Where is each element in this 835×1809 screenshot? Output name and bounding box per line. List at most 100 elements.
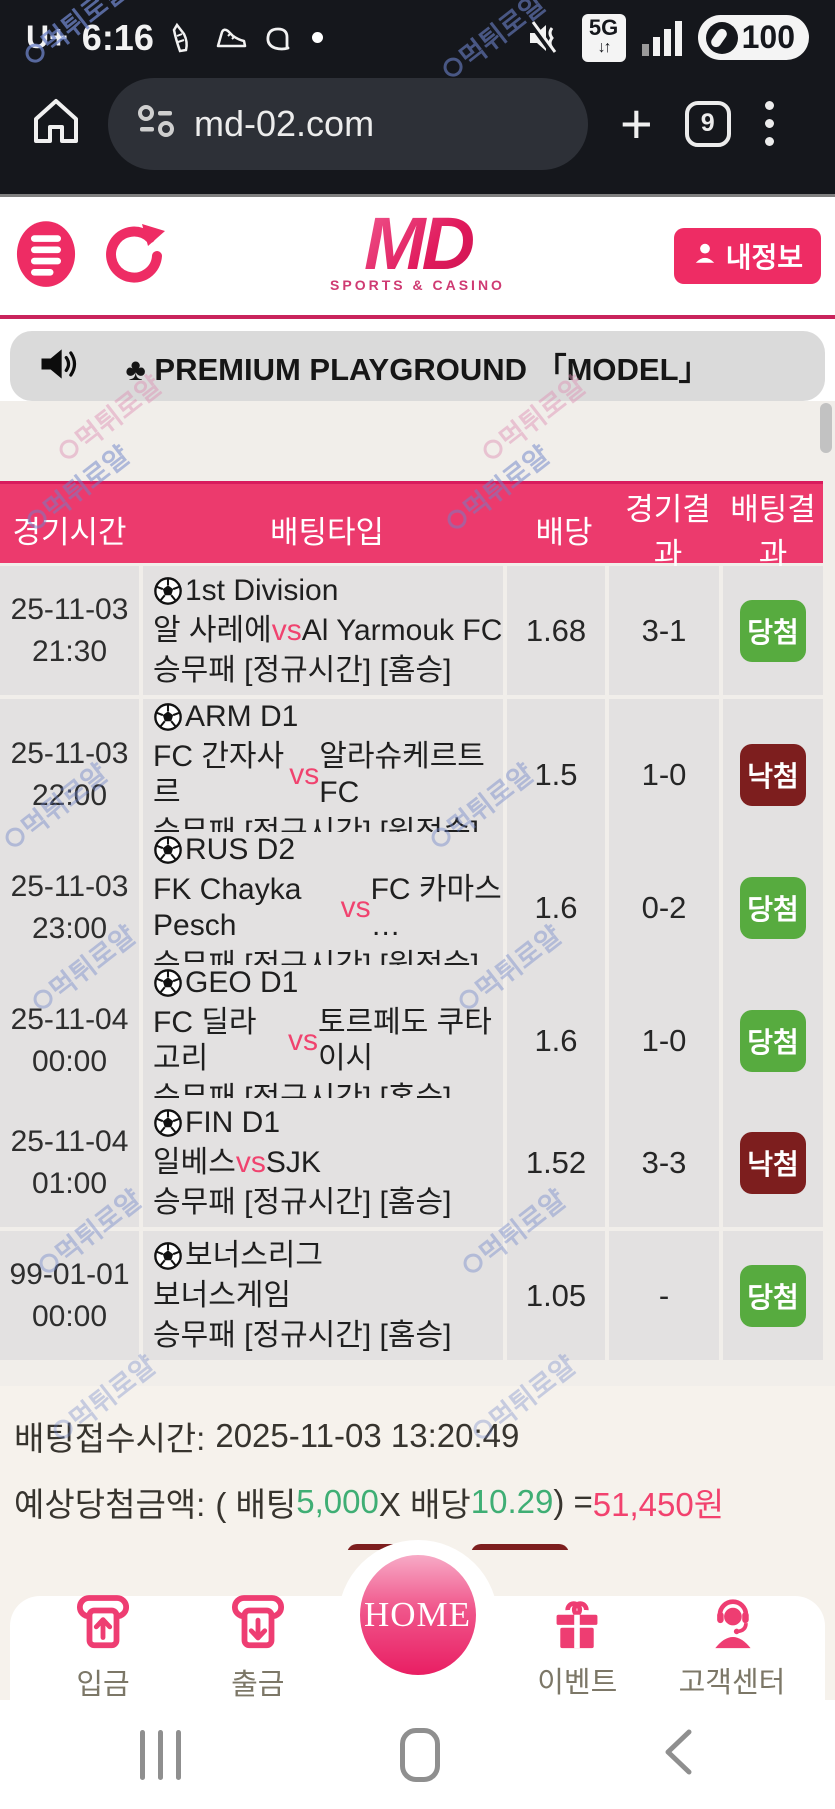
col-header-odds: 배당 — [535, 514, 593, 550]
away-team: SJK — [265, 1145, 321, 1179]
vs-label: vs — [235, 1145, 266, 1179]
result-cell: 당첨 — [723, 832, 823, 984]
score-cell: 1-0 — [609, 699, 719, 851]
bet-type-cell: 보너스리그 보너스게임 승무패 [정규시간] [홈승] — [143, 1231, 503, 1360]
home-team: 일베스 — [153, 1145, 236, 1179]
nav-divider-dot — [664, 1632, 674, 1642]
score-cell: 1-0 — [609, 965, 719, 1117]
nav-divider-dot — [148, 1632, 158, 1642]
back-icon[interactable] — [659, 1727, 695, 1782]
bet-history-table: 경기시간 배팅타입 배당 경기결과 배팅결과 25-11-03 21:30 1s… — [0, 481, 835, 1386]
android-home-icon[interactable] — [400, 1727, 440, 1782]
odds-cell: 1.05 — [507, 1231, 605, 1360]
league-line: ARM D1 — [153, 699, 298, 735]
table-row: 25-11-03 23:00 RUS D2 FK Chayka Pesch vs… — [0, 832, 823, 984]
expected-amount-line: 예상당첨금액: ( 배팅 5,000 X 배당 10.29 ) = 51,450… — [14, 1478, 821, 1526]
app-header: MD SPORTS & CASINO 내정보 — [0, 197, 835, 319]
odds-cell: 1.52 — [507, 1098, 605, 1227]
tab-switcher-button[interactable]: 9 — [684, 100, 731, 147]
teams-line: 일베스 vs SJK — [153, 1145, 321, 1181]
league-name: RUS D2 — [185, 833, 296, 866]
content-gap — [0, 401, 835, 481]
league-line: 1st Division — [153, 573, 338, 609]
bet-type-text: 승무패 [정규시간] [홈승] — [153, 1318, 452, 1352]
away-team: 알라슈케르트 FC — [319, 740, 485, 809]
result-cell: 낙첨 — [723, 1098, 823, 1227]
brand-logo[interactable]: MD SPORTS & CASINO — [330, 207, 505, 294]
soccer-ball-icon — [153, 702, 183, 732]
result-badge: 당첨 — [740, 1264, 806, 1327]
expected-amount-label: 예상당첨금액: — [14, 1486, 206, 1523]
col-header-match-result: 경기결과 — [625, 492, 711, 572]
home-team: FK Chayka Pesch — [153, 873, 302, 942]
match-time: 00:00 — [31, 1299, 108, 1333]
match-date: 25-11-04 — [10, 1124, 129, 1158]
match-date: 99-01-01 — [9, 1257, 130, 1291]
match-time-cell: 99-01-01 00:00 — [0, 1231, 139, 1360]
browser-menu-button[interactable] — [757, 97, 782, 150]
site-settings-icon[interactable] — [136, 101, 176, 146]
result-cell: 당첨 — [723, 965, 823, 1117]
notification-dot — [311, 32, 323, 43]
nav-item-withdraw[interactable]: 출금 — [193, 1594, 323, 1703]
league-name: FIN D1 — [185, 1105, 281, 1139]
logo-text: MD — [330, 207, 505, 281]
home-team: 보너스게임 — [153, 1278, 291, 1312]
new-tab-button[interactable]: + — [620, 91, 653, 155]
total-odds: 10.29 — [470, 1483, 554, 1520]
browser-home-icon[interactable] — [30, 95, 82, 152]
table-row: 25-11-03 21:30 1st Division 알 사레에 vs Al … — [0, 566, 823, 695]
league-line: GEO D1 — [153, 965, 298, 1001]
col-header-match-time: 경기시간 — [12, 514, 127, 550]
teams-line: 보너스게임 — [153, 1278, 291, 1314]
teams-line: 알 사레에 vs Al Yarmouk FC — [153, 613, 502, 649]
match-time: 22:00 — [31, 779, 108, 812]
score-cell: 3-3 — [609, 1098, 719, 1227]
android-navigation-bar — [0, 1700, 835, 1809]
table-header-row: 경기시간 배팅타입 배당 경기결과 배팅결과 — [0, 481, 823, 572]
5g-network-icon: 5G ↓↑ — [581, 13, 626, 62]
odds-cell: 1.6 — [507, 965, 605, 1117]
match-date: 25-11-03 — [10, 870, 129, 903]
bet-type-cell: FIN D1 일베스 vs SJK 승무패 [정규시간] [홈승] — [143, 1098, 503, 1227]
teams-line: FC 간자사르 vs 알라슈케르트 FC — [153, 739, 503, 811]
nav-item-deposit[interactable]: 입금 — [38, 1594, 168, 1703]
table-row: 25-11-04 00:00 GEO D1 FC 딜라 고리 vs 토르페도 쿠… — [0, 965, 823, 1117]
match-time-cell: 25-11-03 22:00 — [0, 699, 139, 851]
result-cell: 당첨 — [723, 566, 823, 695]
table-row: 99-01-01 00:00 보너스리그 보너스게임 — [0, 1231, 823, 1360]
menu-icon[interactable] — [16, 220, 76, 293]
bottom-navigation: 입금 출금 이벤트 고객센터 HOME — [0, 1540, 835, 1703]
teams-line: FK Chayka Pesch vs FC 카마스 … — [153, 872, 503, 944]
my-info-button[interactable]: 내정보 — [673, 228, 821, 284]
recents-icon[interactable] — [140, 1729, 181, 1780]
match-time: 23:00 — [31, 912, 108, 945]
league-line: 보너스리그 — [153, 1238, 323, 1274]
refresh-icon[interactable] — [102, 222, 166, 291]
score-cell: 0-2 — [609, 832, 719, 984]
nav-item-event[interactable]: 이벤트 — [512, 1596, 642, 1701]
away-team: 토르페도 쿠타이시 — [317, 1006, 492, 1075]
url-text[interactable]: md-02.com — [194, 102, 375, 144]
page-scrollbar[interactable] — [820, 403, 832, 453]
odds-cell: 1.68 — [507, 566, 605, 695]
speaker-icon — [36, 342, 80, 391]
vs-label: vs — [340, 891, 371, 924]
match-time: 00:00 — [31, 1045, 108, 1078]
status-bar: U+ 6:16 5G ↓↑ 100 — [0, 0, 835, 75]
battery-saver-icon — [705, 21, 738, 54]
vs-label: vs — [271, 613, 302, 647]
bet-amount: 5,000 — [296, 1483, 379, 1520]
nav-item-support[interactable]: 고객센터 — [667, 1596, 797, 1701]
score-cell: 3-1 — [609, 566, 719, 695]
result-badge: 당첨 — [740, 877, 806, 939]
person-icon — [692, 240, 718, 273]
withdraw-icon — [231, 1594, 285, 1659]
nav-divider-dot — [534, 1632, 544, 1642]
odds-cell: 1.6 — [507, 832, 605, 984]
home-button[interactable]: HOME — [350, 1546, 485, 1684]
away-team: Al Yarmouk FC — [301, 613, 503, 647]
url-bar[interactable]: md-02.com — [108, 77, 588, 170]
notification-icon-shoe2 — [214, 22, 248, 54]
match-time-cell: 25-11-03 23:00 — [0, 832, 139, 984]
